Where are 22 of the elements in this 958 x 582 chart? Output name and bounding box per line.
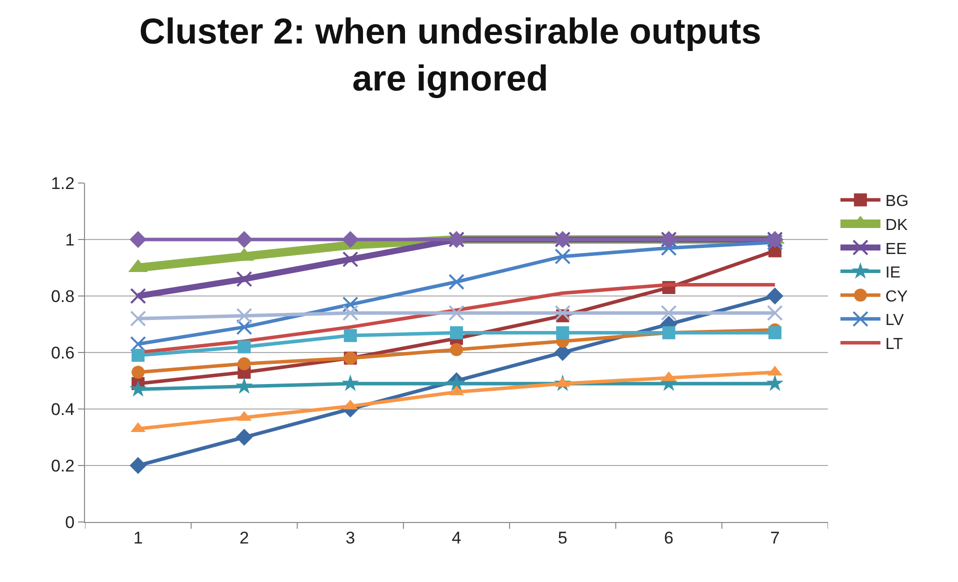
chart-title: Cluster 2: when undesirable outputs are ignored xyxy=(139,10,762,98)
x-tick-label: 6 xyxy=(664,528,674,548)
legend-label: IE xyxy=(885,264,901,282)
y-tick-label: 0 xyxy=(65,512,75,532)
x-tick-label: 3 xyxy=(346,528,356,548)
y-tick-label: 1 xyxy=(65,230,75,250)
x-tick-label: 5 xyxy=(558,528,568,548)
x-tick-label: 4 xyxy=(452,528,462,548)
legend-label: EE xyxy=(885,240,907,258)
legend-label: LV xyxy=(885,312,904,330)
y-tick-label: 0.4 xyxy=(50,400,75,419)
x-tick-label: 2 xyxy=(239,528,249,548)
x-tick-label: 1 xyxy=(133,528,143,548)
legend-label: BG xyxy=(885,193,909,210)
legend-label: DK xyxy=(885,216,908,234)
legend-label: LT xyxy=(885,336,904,353)
y-tick-label: 0.8 xyxy=(50,286,75,306)
y-tick-label: 0.2 xyxy=(50,456,75,476)
x-tick-label: 7 xyxy=(770,528,780,548)
legend-label: CY xyxy=(885,288,908,306)
y-tick-label: 1.2 xyxy=(50,174,75,193)
y-tick-label: 0.6 xyxy=(50,343,75,362)
